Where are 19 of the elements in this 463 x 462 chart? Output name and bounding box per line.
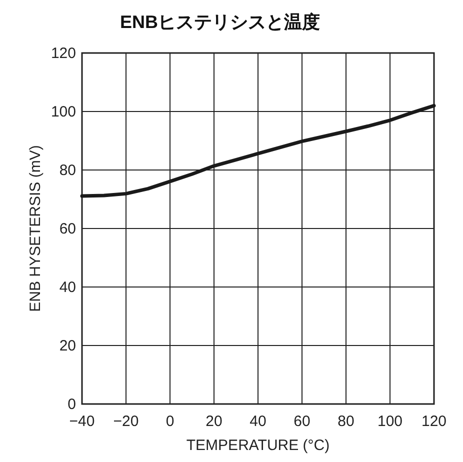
- x-tick-label: 60: [294, 413, 310, 430]
- x-tick-label: −40: [69, 413, 95, 430]
- x-axis-title: TEMPERATURE (°C): [186, 437, 330, 454]
- x-tick-label: 100: [377, 413, 403, 430]
- x-tick-label: 120: [421, 413, 447, 430]
- y-tick-label: 80: [59, 162, 76, 179]
- y-tick-label: 60: [59, 220, 76, 238]
- x-tick-label: 0: [166, 413, 174, 430]
- x-tick-label: 40: [250, 413, 266, 430]
- x-tick-label: 20: [206, 413, 222, 430]
- x-tick-label: −20: [113, 413, 139, 430]
- y-tick-label: 20: [59, 338, 76, 354]
- y-tick-label: 100: [50, 104, 76, 120]
- chart-title: ENBヒステリシスと温度: [120, 12, 320, 32]
- y-axis-title: ENB HYSETERSIS (mV): [27, 145, 44, 312]
- y-tick-label: 120: [50, 45, 76, 62]
- x-tick-label: 80: [338, 413, 354, 430]
- y-tick-label: 0: [68, 396, 76, 413]
- y-tick-label: 40: [59, 279, 76, 296]
